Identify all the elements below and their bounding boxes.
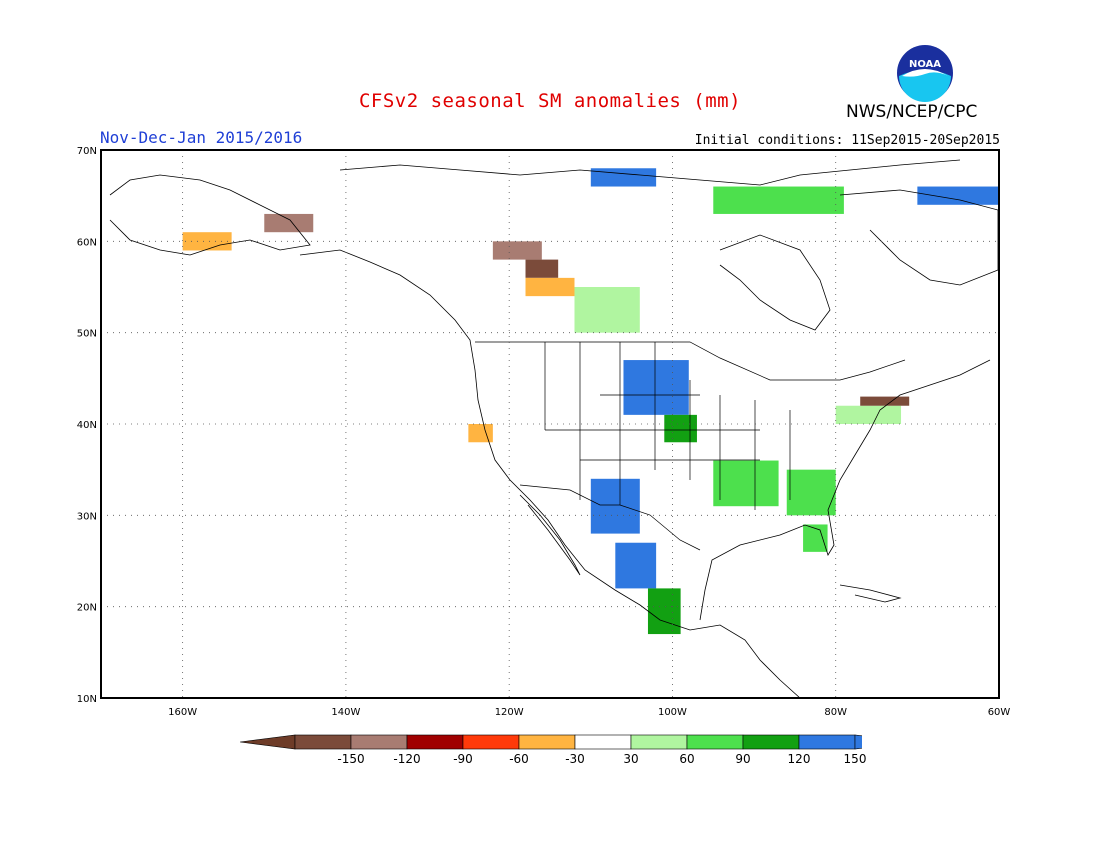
legend-over-arrow xyxy=(854,734,862,750)
anomaly-patch xyxy=(835,405,902,424)
legend-swatch xyxy=(686,734,744,750)
anomaly-patch xyxy=(492,241,542,260)
lat-label: 20N xyxy=(77,603,97,614)
state-lines xyxy=(544,342,791,510)
lon-label: 160W xyxy=(168,707,197,718)
anomaly-patch xyxy=(647,588,681,635)
legend-swatch xyxy=(294,734,352,750)
anomaly-patch xyxy=(525,277,575,297)
lat-label: 10N xyxy=(77,694,97,705)
legend-tick-label: -150 xyxy=(337,752,365,766)
legend-swatch xyxy=(350,734,408,750)
anomaly-patch xyxy=(803,524,828,552)
anomaly-patch xyxy=(574,287,640,333)
anomaly-patch xyxy=(525,259,559,278)
coastline-baja xyxy=(519,494,581,576)
anomaly-patch xyxy=(713,186,844,214)
anomaly-patch xyxy=(860,396,910,406)
legend-swatch xyxy=(574,734,632,750)
anomaly-patch xyxy=(590,478,640,534)
legend-tick-label: -90 xyxy=(453,752,473,766)
anomaly-patch xyxy=(664,414,697,443)
legend-tick-label: 150 xyxy=(843,752,867,766)
lat-label: 70N xyxy=(77,146,97,157)
chart-title: CFSv2 seasonal SM anomalies (mm) xyxy=(358,90,742,112)
lon-label: 120W xyxy=(495,707,524,718)
coastline-cuba xyxy=(839,584,902,603)
anomaly-patch xyxy=(786,469,836,516)
legend-tick-label: 30 xyxy=(623,752,639,766)
lat-label: 50N xyxy=(77,329,97,340)
legend-swatch xyxy=(406,734,464,750)
legend-swatch xyxy=(518,734,576,750)
legend-tick-label: -30 xyxy=(565,752,585,766)
anomaly-patch xyxy=(917,186,999,205)
anomaly-patch xyxy=(264,213,314,233)
lon-label: 80W xyxy=(824,707,847,718)
legend-swatch xyxy=(798,734,856,750)
map-frame xyxy=(100,149,1000,699)
lon-label: 60W xyxy=(988,707,1011,718)
noaa-logo: NOAA xyxy=(897,45,953,102)
lon-label: 100W xyxy=(658,707,687,718)
legend-swatch xyxy=(742,734,800,750)
anomaly-patch xyxy=(182,232,232,251)
initial-conditions: Initial conditions: 11Sep2015-20Sep2015 xyxy=(694,133,1000,148)
anomaly-patch xyxy=(615,542,657,589)
forecast-period: Nov-Dec-Jan 2015/2016 xyxy=(100,128,303,147)
lon-label: 140W xyxy=(331,707,360,718)
lat-label: 40N xyxy=(77,420,97,431)
coastline-gulf xyxy=(699,359,991,621)
coastline-arctic xyxy=(339,159,961,186)
legend-tick-label: -120 xyxy=(393,752,421,766)
coastline-hudson xyxy=(719,234,831,331)
agency-label: NWS/NCEP/CPC xyxy=(846,102,978,122)
coastline-west xyxy=(299,249,801,698)
legend-swatch xyxy=(630,734,688,750)
legend-swatch xyxy=(462,734,520,750)
legend-tick-label: 90 xyxy=(735,752,751,766)
noaa-logo-text: NOAA xyxy=(909,59,941,70)
anomaly-patch xyxy=(713,460,779,507)
color-legend xyxy=(240,734,862,750)
border-us-canada xyxy=(475,341,906,381)
anomaly-patch xyxy=(623,360,689,415)
legend-tick-label: 60 xyxy=(679,752,695,766)
lat-label: 60N xyxy=(77,237,97,248)
legend-tick-label: 120 xyxy=(787,752,811,766)
anomaly-patch xyxy=(590,168,657,187)
anomaly-patch xyxy=(468,424,493,443)
legend-tick-label: -60 xyxy=(509,752,529,766)
lat-label: 30N xyxy=(77,511,97,522)
legend-under-arrow xyxy=(240,734,296,750)
coastline-alaska xyxy=(109,174,311,256)
